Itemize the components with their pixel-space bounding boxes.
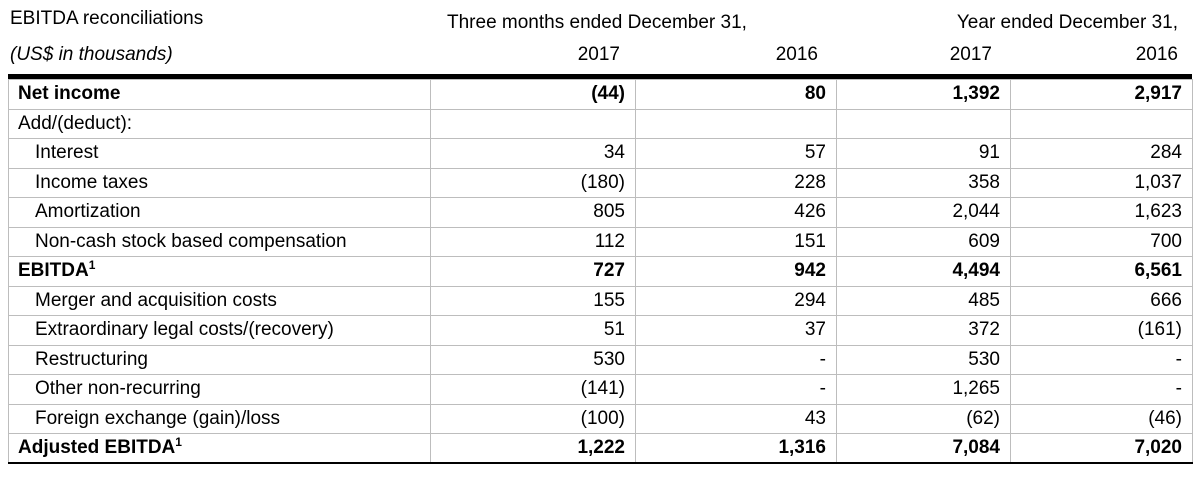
- value-cell: (161): [1010, 315, 1193, 346]
- table-row: Adjusted EBITDA1 1,222 1,316 7,084 7,020: [8, 433, 1193, 464]
- table-row: EBITDA1 727 942 4,494 6,561: [8, 256, 1193, 287]
- table-row: Income taxes (180) 228 358 1,037: [8, 167, 1193, 198]
- col-year-y-2016: 2016: [1135, 44, 1178, 65]
- footnote-marker: 1: [88, 258, 96, 273]
- value-cell: 372: [836, 315, 1011, 346]
- table-row: Restructuring 530-530-: [8, 344, 1193, 375]
- value-cell: [430, 108, 636, 139]
- row-label: Income taxes: [8, 167, 431, 198]
- value-cell: 1,623: [1010, 197, 1193, 228]
- table-row: Interest 34 57 91 284: [8, 138, 1193, 169]
- value-cell: 1,222: [430, 433, 636, 464]
- row-label: Foreign exchange (gain)/loss: [8, 403, 431, 434]
- value-cell: 91: [836, 138, 1011, 169]
- unit-note: (US$ in thousands): [10, 44, 173, 65]
- value-cell: (180): [430, 167, 636, 198]
- value-cell: 284: [1010, 138, 1193, 169]
- table-row: Extraordinary legal costs/(recovery) 51 37…: [8, 315, 1193, 346]
- value-cell: (44): [430, 79, 636, 110]
- table-row: Net income (44) 80 1,392 2,917: [8, 79, 1193, 110]
- value-cell: 666: [1010, 285, 1193, 316]
- value-cell: 80: [635, 79, 837, 110]
- value-cell: -: [1010, 344, 1193, 375]
- value-cell: 1,265: [836, 374, 1011, 405]
- value-cell: 34: [430, 138, 636, 169]
- period-year-header: Year ended December 31,: [956, 12, 1178, 33]
- table-row: Amortization 805 426 2,044 1,623: [8, 197, 1193, 228]
- value-cell: 151: [635, 226, 837, 257]
- table-row: Non-cash stock based compensation 112 151 6…: [8, 226, 1193, 257]
- table-title: EBITDA reconciliations: [10, 8, 204, 29]
- data-table: Net income (44) 80 1,392 2,917 Add/(deduct): I…: [8, 79, 1193, 464]
- value-cell: 358: [836, 167, 1011, 198]
- row-label: Restructuring: [8, 344, 431, 375]
- row-label: EBITDA1: [8, 256, 431, 287]
- value-cell: (141): [430, 374, 636, 405]
- row-label: Extraordinary legal costs/(recovery): [8, 315, 431, 346]
- value-cell: -: [1010, 374, 1193, 405]
- value-cell: 4,494: [836, 256, 1011, 287]
- value-cell: [836, 108, 1011, 139]
- value-cell: 57: [635, 138, 837, 169]
- row-label: Net income: [8, 79, 431, 110]
- footnote-marker: 1: [175, 435, 182, 449]
- value-cell: 727: [430, 256, 636, 287]
- value-cell: 51: [430, 315, 636, 346]
- value-cell: 7,020: [1010, 433, 1193, 464]
- row-label: Merger and acquisition costs: [8, 285, 431, 316]
- value-cell: 485: [836, 285, 1011, 316]
- value-cell: 530: [430, 344, 636, 375]
- value-cell: 112: [430, 226, 636, 257]
- table-row: Add/(deduct):: [8, 108, 1193, 139]
- value-cell: 1,316: [635, 433, 837, 464]
- value-cell: 43: [635, 403, 837, 434]
- value-cell: 155: [430, 285, 636, 316]
- header-rule: [8, 74, 1192, 79]
- value-cell: 7,084: [836, 433, 1011, 464]
- value-cell: 37: [635, 315, 837, 346]
- row-label: Other non-recurring: [8, 374, 431, 405]
- value-cell: 805: [430, 197, 636, 228]
- value-cell: 942: [635, 256, 837, 287]
- value-cell: 609: [836, 226, 1011, 257]
- col-year-y-2017: 2017: [949, 44, 992, 65]
- value-cell: (46): [1010, 403, 1193, 434]
- value-cell: 1,392: [836, 79, 1011, 110]
- table-row: Foreign exchange (gain)/loss (100) 43 (62)(…: [8, 403, 1193, 434]
- value-cell: -: [635, 344, 837, 375]
- period-three-months-header: Three months ended December 31,: [447, 12, 747, 33]
- col-year-q-2016: 2016: [775, 44, 818, 65]
- value-cell: [1010, 108, 1193, 139]
- value-cell: 228: [635, 167, 837, 198]
- table-row: Other non-recurring (141) -1,265-: [8, 374, 1193, 405]
- value-cell: (100): [430, 403, 636, 434]
- value-cell: -: [635, 374, 837, 405]
- value-cell: 294: [635, 285, 837, 316]
- value-cell: [635, 108, 837, 139]
- row-label: Non-cash stock based compensation: [8, 226, 431, 257]
- row-label: Interest: [8, 138, 431, 169]
- row-label: Amortization: [8, 197, 431, 228]
- value-cell: 530: [836, 344, 1011, 375]
- value-cell: 1,037: [1010, 167, 1193, 198]
- value-cell: (62): [836, 403, 1011, 434]
- value-cell: 700: [1010, 226, 1193, 257]
- value-cell: 426: [635, 197, 837, 228]
- value-cell: 6,561: [1010, 256, 1193, 287]
- row-label: Adjusted EBITDA1: [8, 433, 431, 464]
- table-row: Merger and acquisition costs 155 294 485 666: [8, 285, 1193, 316]
- value-cell: 2,044: [836, 197, 1011, 228]
- col-year-q-2017: 2017: [577, 44, 620, 65]
- value-cell: 2,917: [1010, 79, 1193, 110]
- row-label: Add/(deduct):: [8, 108, 431, 139]
